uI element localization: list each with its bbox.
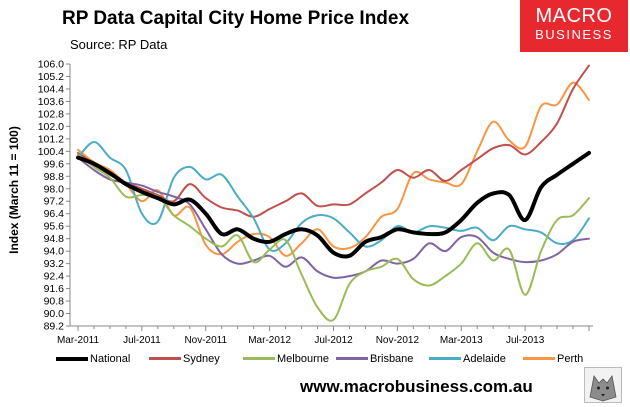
y-tick-label: 106.0: [38, 59, 64, 71]
legend: National Sydney Melbourne Brisbane Adelaide P…: [56, 351, 616, 367]
series-line-perth: [77, 81, 590, 257]
legend-swatch: [243, 357, 275, 360]
y-tick-label: 92.4: [44, 271, 65, 283]
chart-title: RP Data Capital City Home Price Index: [62, 8, 410, 29]
y-tick-label: 100.4: [38, 146, 64, 158]
y-tick-label: 105.2: [38, 71, 64, 83]
series-line-adelaide: [77, 141, 590, 252]
y-tick-label: 103.6: [38, 96, 64, 108]
series-line-brisbane: [77, 156, 590, 279]
series-line-melbourne: [77, 153, 590, 322]
y-tick-label: 101.2: [38, 133, 64, 145]
legend-swatch: [429, 357, 461, 360]
legend-swatch: [523, 357, 555, 360]
y-tick-label: 99.6: [44, 158, 65, 170]
series-line-sydney: [77, 64, 590, 218]
line-chart: 89.290.090.891.692.493.294.094.895.696.4…: [38, 59, 593, 345]
y-tick-label: 98.8: [44, 171, 65, 183]
legend-label: National: [90, 353, 131, 365]
legend-label: Sydney: [183, 353, 220, 365]
legend-swatch: [336, 357, 368, 360]
x-tick-label: Nov-2011: [184, 335, 227, 345]
y-tick-label: 94.0: [44, 246, 65, 258]
website-url: www.macrobusiness.com.au: [300, 377, 533, 396]
logo-line-2: BUSINESS: [535, 27, 613, 42]
x-tick-label: Mar-2012: [248, 335, 291, 345]
x-tick-label: Nov-2012: [376, 335, 420, 345]
x-tick-label: Jul-2012: [314, 335, 353, 345]
chart-source: Source: RP Data: [70, 37, 168, 52]
series-layer: [76, 64, 591, 322]
legend-label: Perth: [557, 353, 584, 365]
x-tick-label: Mar-2013: [440, 335, 483, 345]
y-tick-label: 98.0: [44, 183, 65, 195]
x-tick-label: Mar-2011: [57, 335, 99, 345]
y-tick-label: 89.2: [44, 321, 65, 333]
axes: 89.290.090.891.692.493.294.094.895.696.4…: [38, 59, 593, 345]
y-tick-label: 90.8: [44, 296, 65, 308]
wolf-mascot-icon: [584, 367, 622, 403]
y-tick-label: 96.4: [44, 208, 65, 220]
y-tick-label: 102.8: [38, 108, 64, 120]
y-tick-label: 93.2: [44, 258, 65, 270]
y-tick-label: 90.0: [44, 308, 65, 320]
y-tick-label: 94.8: [44, 233, 65, 245]
y-tick-label: 91.6: [44, 283, 65, 295]
legend-label: Adelaide: [463, 353, 506, 365]
y-tick-label: 102.0: [38, 121, 64, 133]
macrobusiness-logo: MACRO BUSINESS: [520, 0, 628, 52]
y-tick-label: 95.6: [44, 221, 65, 233]
logo-line-1: MACRO: [535, 5, 613, 27]
y-tick-label: 97.2: [44, 196, 65, 208]
x-tick-label: Jul-2011: [123, 335, 161, 345]
x-tick-label: Jul-2013: [506, 335, 545, 345]
legend-swatch: [149, 357, 181, 360]
series-line-national: [76, 150, 591, 259]
legend-label: Brisbane: [370, 353, 414, 365]
legend-swatch: [56, 357, 88, 361]
y-tick-label: 104.4: [38, 83, 64, 95]
legend-label: Melbourne: [277, 353, 329, 365]
